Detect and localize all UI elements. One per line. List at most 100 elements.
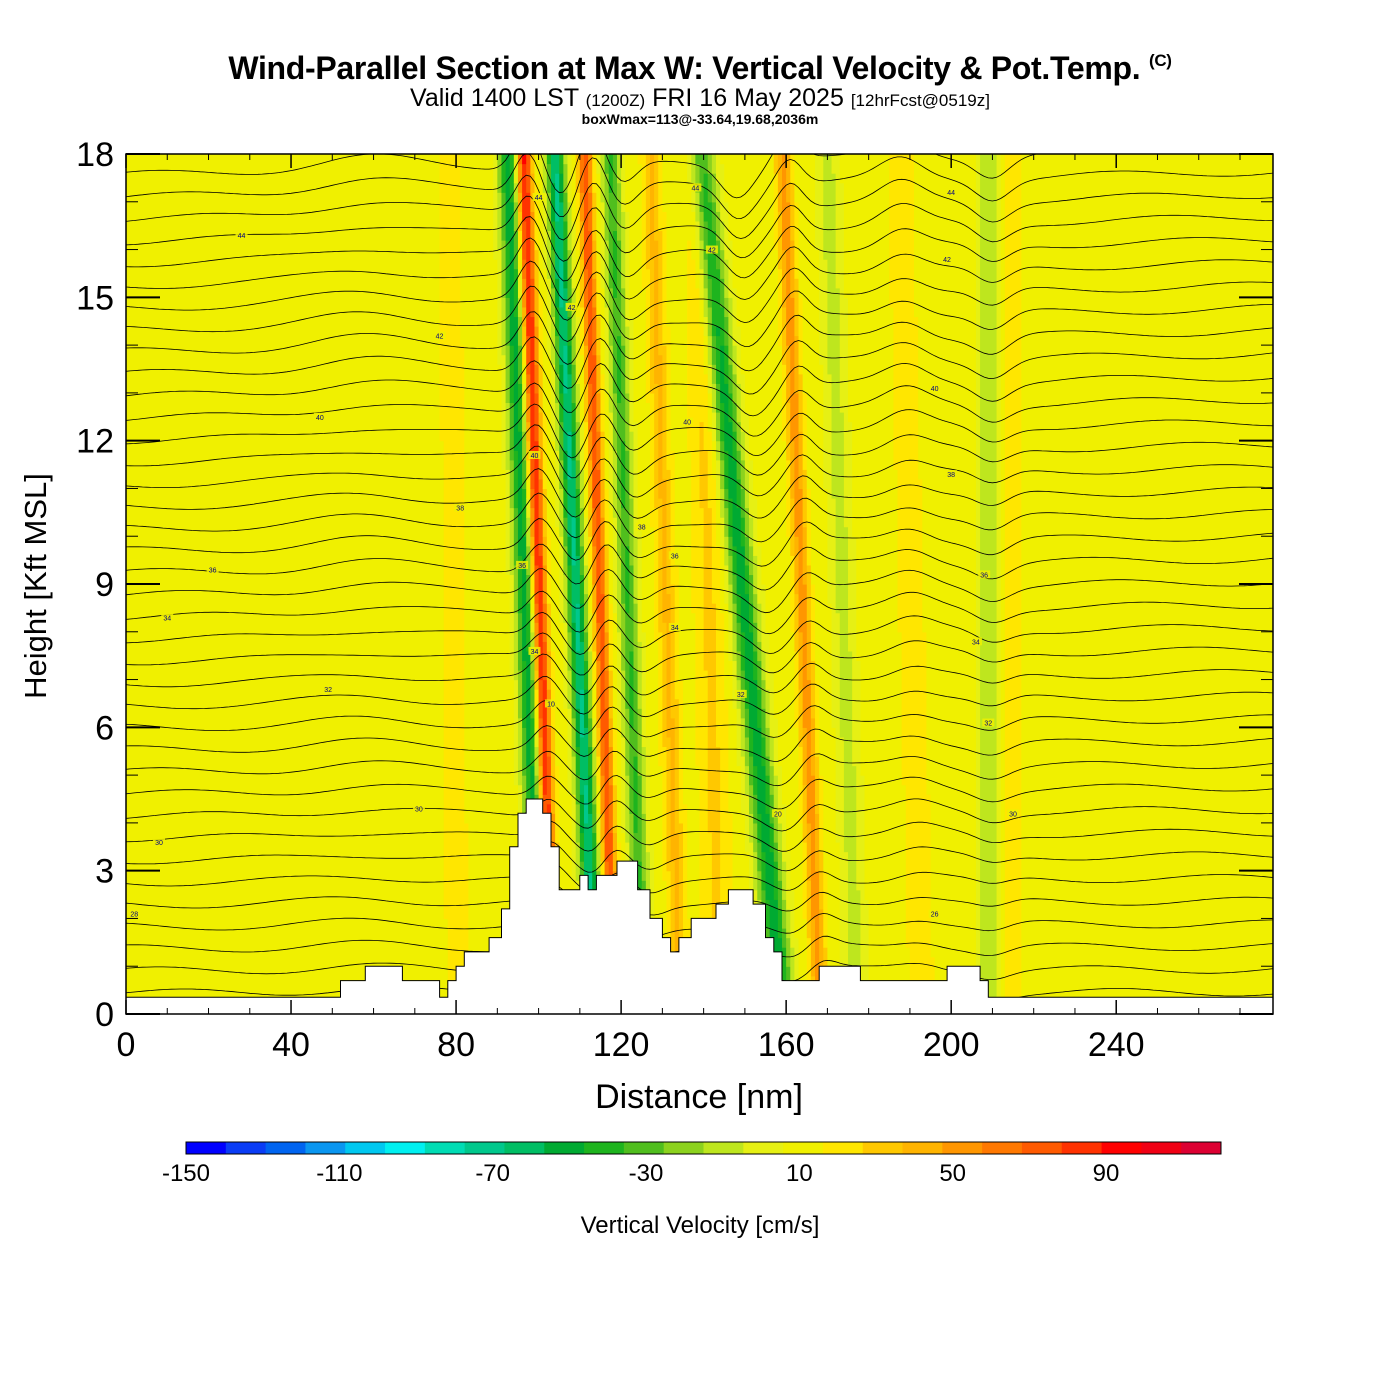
velocity-cell	[592, 507, 597, 547]
velocity-cell	[732, 345, 738, 375]
velocity-cell	[522, 431, 527, 461]
velocity-cell	[216, 154, 222, 1014]
velocity-cell	[612, 612, 618, 728]
velocity-cell	[753, 679, 758, 767]
velocity-cell	[398, 154, 404, 1014]
velocity-cell	[728, 364, 734, 394]
theta-contours	[126, 154, 1273, 1006]
velocity-cell	[249, 154, 255, 1014]
velocity-cell	[522, 660, 527, 728]
theta-contour-line	[126, 336, 1273, 395]
colorbar-tick-label: -30	[629, 1160, 664, 1187]
velocity-cell	[559, 392, 564, 423]
velocity-cell	[641, 813, 647, 881]
velocity-cell	[922, 154, 928, 633]
velocity-cell	[678, 679, 684, 824]
colorbar-swatch	[623, 1142, 665, 1154]
velocity-cell	[530, 660, 536, 681]
velocity-cell	[641, 631, 647, 748]
velocity-cell	[517, 211, 523, 232]
velocity-cell	[513, 507, 519, 566]
colorbar-swatch	[862, 1142, 904, 1154]
velocity-cell	[922, 631, 928, 1014]
velocity-cell	[237, 154, 243, 1014]
velocity-cell	[596, 660, 602, 700]
velocity-cell	[604, 154, 610, 174]
velocity-cell	[501, 240, 507, 298]
velocity-cell	[600, 517, 606, 547]
velocity-cell	[608, 784, 614, 834]
box-wmax: boxWmax=113@-33.64,19.68,2036m	[581, 111, 819, 127]
velocity-cell	[843, 526, 849, 853]
velocity-cell	[695, 163, 701, 193]
velocity-cell	[1140, 154, 1146, 1014]
velocity-cell	[159, 154, 164, 1014]
velocity-cell	[815, 154, 820, 251]
velocity-cell	[497, 154, 503, 193]
velocity-cell	[522, 383, 527, 413]
velocity-cell	[885, 154, 890, 1014]
velocity-cell	[761, 584, 767, 652]
velocity-cell	[608, 603, 614, 671]
velocity-cell	[707, 507, 713, 834]
velocity-cell	[645, 154, 651, 270]
velocity-cell	[711, 335, 717, 365]
velocity-cell	[1161, 154, 1167, 1014]
velocity-cell	[765, 775, 771, 814]
velocity-cell	[699, 240, 705, 270]
velocity-cell	[559, 306, 564, 365]
velocity-cell	[575, 154, 581, 193]
velocity-cell	[588, 154, 593, 193]
velocity-cell	[810, 584, 816, 662]
velocity-cell	[604, 306, 610, 394]
x-tick-label: 120	[593, 1026, 650, 1064]
contour-label-bg	[945, 188, 958, 197]
velocity-cell	[720, 220, 725, 251]
velocity-cell	[550, 154, 556, 184]
velocity-cell	[798, 746, 804, 824]
velocity-cell	[703, 259, 709, 289]
velocity-cell	[468, 154, 474, 1014]
velocity-cell	[550, 440, 556, 652]
velocity-cell	[839, 182, 845, 413]
velocity-cell	[501, 154, 507, 193]
velocity-cell	[744, 593, 750, 681]
velocity-cell	[1178, 154, 1183, 1014]
velocity-cell	[575, 383, 581, 423]
velocity-cell	[782, 249, 787, 308]
velocity-cell	[724, 201, 729, 260]
x-tick-label: 200	[923, 1026, 980, 1064]
velocity-cell	[592, 154, 597, 193]
velocity-cell	[616, 402, 622, 499]
velocity-cell	[517, 612, 523, 671]
colorbar-swatch	[305, 1142, 346, 1154]
velocity-cell	[905, 154, 911, 948]
velocity-cell	[517, 163, 523, 193]
velocity-cell	[810, 918, 816, 977]
velocity-cell	[179, 154, 185, 1014]
velocity-cell	[654, 240, 659, 384]
velocity-cell	[658, 354, 663, 499]
contour-label: 36	[671, 553, 679, 560]
velocity-cell	[835, 612, 841, 843]
velocity-cell	[522, 163, 527, 222]
velocity-cell	[1219, 154, 1225, 1014]
velocity-cell	[662, 345, 668, 480]
velocity-cell	[596, 698, 602, 728]
velocity-cell	[187, 154, 193, 1014]
velocity-cell	[592, 192, 597, 241]
velocity-cell	[555, 220, 560, 279]
contour-label: 20	[774, 811, 782, 818]
theta-contour-line	[126, 699, 1273, 738]
velocity-cell	[782, 154, 787, 251]
y-tick-label: 0	[95, 996, 114, 1034]
velocity-cell	[670, 584, 676, 719]
contour-label-bg	[681, 417, 694, 426]
velocity-cell	[571, 335, 577, 365]
velocity-cell	[526, 574, 531, 604]
velocity-cell	[794, 650, 800, 728]
velocity-cell	[588, 612, 593, 652]
velocity-cell	[571, 717, 577, 757]
velocity-cell	[765, 756, 771, 776]
velocity-cell	[794, 278, 800, 337]
